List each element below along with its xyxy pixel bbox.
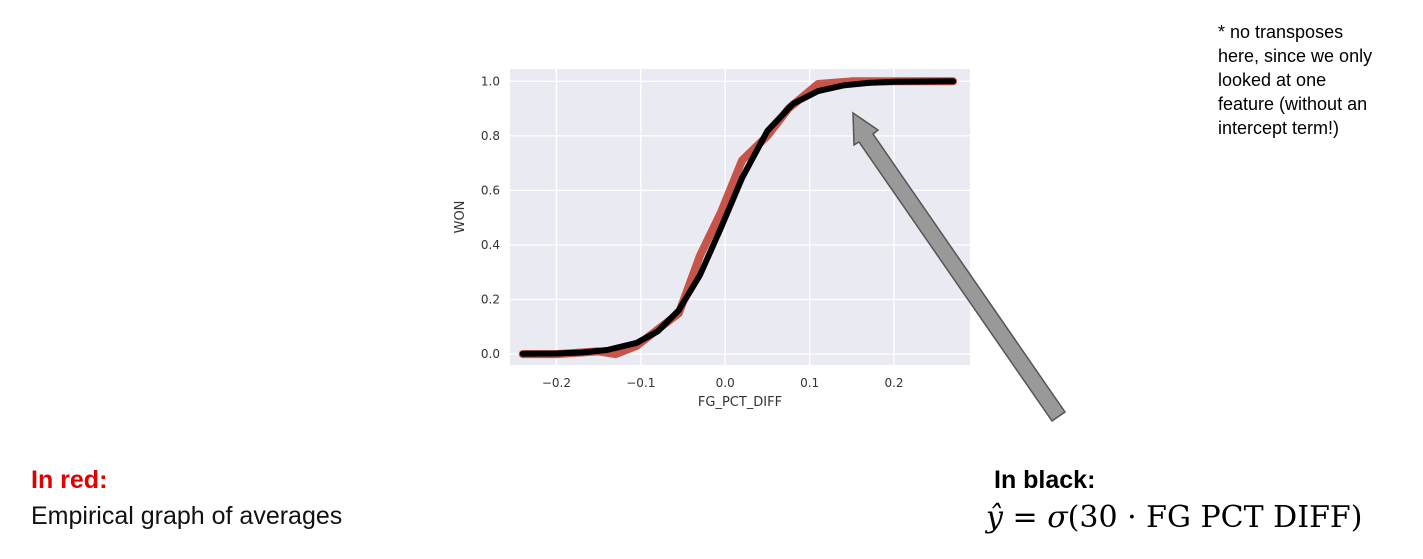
arrow-annotation: [852, 111, 1067, 423]
sigmoid-fit-line: [519, 78, 957, 357]
red-legend-description: Empirical graph of averages: [31, 502, 343, 530]
note-line: intercept term!): [1218, 118, 1340, 138]
plot-background: [510, 69, 970, 365]
x-tick-label: 0.0: [716, 376, 735, 390]
x-tick-label: 0.1: [800, 376, 819, 390]
red-legend-title: In red:: [31, 466, 108, 494]
arrow-shape: [852, 111, 1067, 423]
y-tick-label: 0.2: [481, 293, 500, 307]
y-tick-label: 0.8: [481, 129, 500, 143]
formula-equals: =: [1012, 500, 1038, 535]
sigmoid-formula: ŷ = σ(30 · FG PCT DIFF): [986, 500, 1362, 535]
y-tick-label: 0.0: [481, 347, 500, 361]
black-legend-title: In black:: [994, 466, 1096, 494]
note-line: * no transposes: [1218, 22, 1344, 42]
x-tick-label: −0.1: [626, 376, 655, 390]
y-tick-label: 0.6: [481, 183, 500, 197]
y-tick-label: 1.0: [481, 74, 500, 88]
note-line: feature (without an: [1218, 94, 1368, 114]
note-line: here, since we only: [1218, 46, 1373, 66]
note-line: looked at one: [1218, 70, 1327, 90]
x-tick-label: 0.2: [884, 376, 903, 390]
y-axis-label: WON: [453, 201, 468, 234]
formula-yhat: ŷ: [986, 500, 1003, 535]
x-tick-label: −0.2: [542, 376, 571, 390]
plot-area: −0.2 −0.1 0.0 0.1 0.2 0.0 0.2 0.4 0.6 0.8 1.0 FG_PC…: [453, 69, 970, 410]
x-axis-label: FG_PCT_DIFF: [698, 395, 782, 410]
chart: −0.2 −0.1 0.0 0.1 0.2 0.0 0.2 0.4 0.6 0.8 1.0 FG_PC…: [453, 69, 970, 410]
formula-args: (30 · FG PCT DIFF): [1067, 500, 1363, 535]
y-tick-label: 0.4: [481, 238, 500, 252]
formula-sigma: σ: [1047, 500, 1068, 535]
transpose-note: * no transposes here, since we only look…: [1218, 20, 1418, 140]
